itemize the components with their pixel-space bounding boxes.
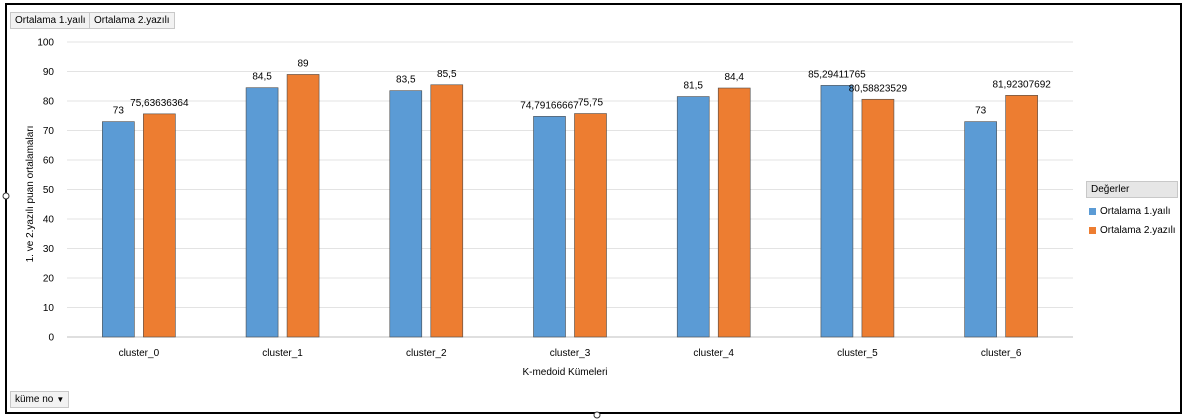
- filter-label: küme no: [15, 394, 54, 405]
- y-tick-label: 20: [43, 274, 55, 285]
- bar[interactable]: [102, 121, 135, 338]
- x-tick-label: cluster_4: [693, 348, 734, 359]
- series2-field-button[interactable]: Ortalama 2.yazılı: [89, 12, 175, 29]
- legend-title[interactable]: Değerler: [1086, 181, 1178, 198]
- legend-label-series1: Ortalama 1.yaılı: [1100, 206, 1171, 217]
- legend-item-series1: Ortalama 1.yaılı: [1086, 206, 1178, 217]
- y-tick-label: 50: [43, 185, 55, 196]
- gridlines: [67, 41, 1073, 338]
- bar[interactable]: [143, 113, 176, 338]
- x-tick-label: cluster_0: [119, 348, 160, 359]
- data-label: 81,5: [683, 81, 703, 92]
- legend-label-series2: Ortalama 2.yazılı: [1100, 225, 1176, 236]
- x-tick-label: cluster_1: [262, 348, 303, 359]
- bar[interactable]: [820, 85, 854, 338]
- data-label: 75,75: [578, 98, 603, 109]
- bar[interactable]: [286, 74, 320, 338]
- y-tick-label: 80: [43, 97, 55, 108]
- legend-swatch-series2: [1089, 227, 1096, 234]
- bar[interactable]: [861, 98, 895, 338]
- bar[interactable]: [430, 84, 464, 338]
- data-labels: 73 75,63636364 84,5 89 83,5 85,5 74,79166667 75…: [113, 58, 1051, 116]
- data-label: 74,79166667: [520, 100, 579, 111]
- x-tick-label: cluster_3: [550, 348, 591, 359]
- y-tick-label: 90: [43, 67, 55, 78]
- bar[interactable]: [676, 96, 710, 338]
- x-tick-label: cluster_5: [837, 348, 878, 359]
- bar[interactable]: [389, 90, 423, 338]
- x-tick-label: cluster_2: [406, 348, 447, 359]
- data-label: 75,63636364: [130, 98, 189, 109]
- x-tick-label: cluster_6: [981, 348, 1022, 359]
- y-tick-label: 10: [43, 303, 55, 314]
- data-label: 89: [298, 58, 310, 69]
- y-tick-label: 60: [43, 156, 55, 167]
- data-label: 80,58823529: [849, 83, 908, 94]
- data-label: 83,5: [396, 75, 416, 86]
- legend-item-series2: Ortalama 2.yazılı: [1086, 225, 1178, 236]
- bar[interactable]: [245, 87, 279, 338]
- kume-no-filter-button[interactable]: küme no ▼: [10, 391, 70, 408]
- bars: [102, 74, 1038, 338]
- dropdown-arrow-icon: ▼: [56, 395, 65, 404]
- data-label: 85,5: [437, 69, 457, 80]
- data-label: 85,29411765: [808, 69, 866, 80]
- tick-labels: 0 10 20 30 40 50 60 70 80 90 100 cluster_0 cluster_1…: [37, 38, 1022, 360]
- bar[interactable]: [574, 113, 607, 338]
- bar[interactable]: [964, 121, 997, 338]
- data-label: 81,92307692: [992, 79, 1051, 90]
- data-label: 84,5: [252, 72, 272, 83]
- data-label: 84,4: [724, 72, 744, 83]
- resize-handle-left[interactable]: [2, 192, 10, 200]
- y-axis-title: 1. ve 2.yazılı puan ortalamaları: [25, 126, 36, 263]
- data-label: 73: [113, 106, 125, 117]
- y-tick-label: 40: [43, 215, 55, 226]
- y-tick-label: 0: [48, 333, 54, 344]
- y-tick-label: 70: [43, 126, 55, 137]
- legend: Değerler Ortalama 1.yaılı Ortalama 2.yaz…: [1086, 181, 1178, 236]
- y-tick-label: 30: [43, 244, 55, 255]
- legend-swatch-series1: [1089, 208, 1096, 215]
- bar[interactable]: [533, 116, 566, 338]
- data-label: 73: [975, 106, 987, 117]
- bar[interactable]: [1005, 95, 1038, 338]
- y-tick-label: 100: [37, 38, 54, 49]
- bar[interactable]: [717, 87, 751, 338]
- x-axis-title: K-medoid Kümeleri: [522, 367, 607, 378]
- resize-handle-bottom[interactable]: [593, 411, 601, 419]
